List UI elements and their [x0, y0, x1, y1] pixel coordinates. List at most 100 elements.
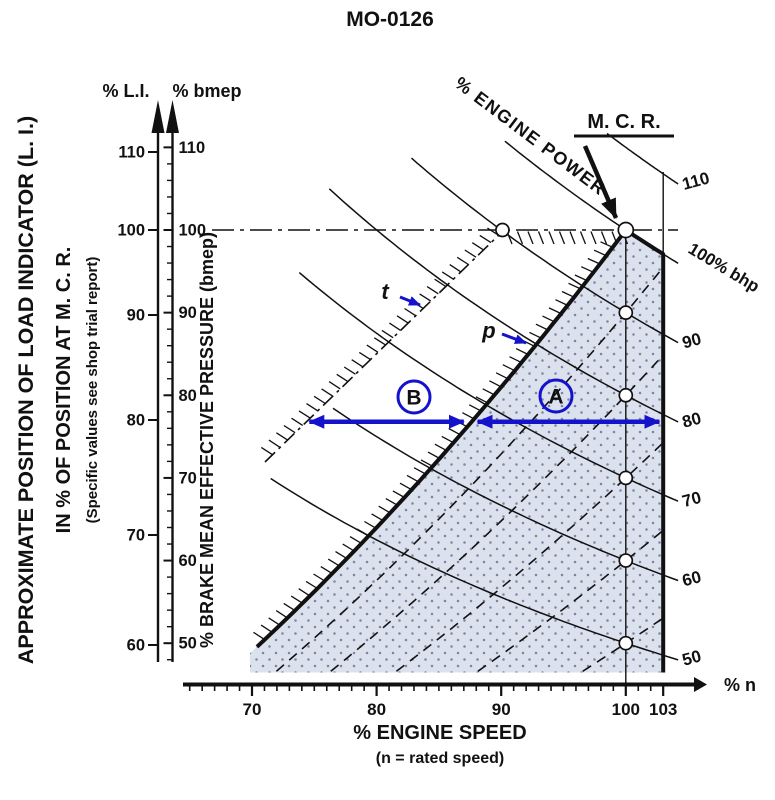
boundary-hatch — [448, 427, 461, 436]
boundary-hatch — [587, 257, 601, 265]
curve-intersection-point — [618, 553, 634, 568]
t-pointer-arrow — [399, 295, 421, 307]
power-curve-label-90: 90 — [680, 329, 703, 352]
torque-limit-hatch — [336, 373, 349, 383]
boundary-hatch — [298, 588, 311, 597]
li-tick-label: 70 — [127, 527, 145, 545]
torque-limit-hatch — [456, 256, 469, 266]
power-curve-label-50: 50 — [680, 646, 703, 669]
torque-limit-hatch — [260, 446, 273, 456]
mcr-point — [617, 221, 635, 239]
boundary-hatch — [335, 551, 348, 560]
boundary-hatch — [385, 498, 398, 506]
bmep-axis-title: % bmep — [172, 81, 241, 101]
boundary-hatch — [548, 307, 562, 315]
propeller-curve-80 — [330, 354, 664, 672]
power-curve-90 — [411, 157, 679, 344]
boundary-hatch — [392, 490, 405, 499]
bmep-tick-label: 90 — [179, 304, 197, 322]
t-annotation-label: t — [381, 279, 390, 304]
boundary-hatch — [600, 241, 613, 248]
torque-limit-hatch — [321, 388, 334, 397]
torque-limit-line — [264, 230, 504, 463]
boundary-hatch — [593, 249, 607, 257]
boundary-hatch — [515, 348, 529, 356]
bmep-tick-label: 80 — [179, 387, 197, 405]
boundary-hatch — [427, 451, 441, 460]
left-caption-line2: IN % OF POSITION AT M. C. R. — [53, 247, 75, 534]
boundary-hatch — [260, 624, 273, 633]
torque-limit-hatches — [260, 227, 499, 456]
bmep-tick-label: 100 — [179, 222, 207, 240]
curve-intersection-point — [618, 470, 634, 486]
boundary-hatch — [275, 610, 288, 619]
bmep-tick-label: 50 — [179, 635, 197, 653]
bmep-axis-arrowhead — [166, 100, 179, 133]
torque-limit-hatch — [328, 381, 341, 390]
propeller-curve-70 — [395, 442, 664, 672]
torque-limit-hatch — [471, 242, 484, 251]
left-caption-line1: APPROXIMATE POSITION OF LOAD INDICATOR (… — [14, 116, 38, 664]
boundary-hatch — [253, 631, 265, 641]
x-axis: % n 70 80 90 100 103 % ENGINE SPEED (n = rated … — [183, 675, 756, 767]
torque-limit-hatch — [426, 286, 439, 295]
boundary-hatch — [542, 315, 555, 323]
li-axis: % L.I. 110 100 90 80 70 60 — [102, 81, 165, 662]
torque-limit-hatch — [351, 359, 364, 368]
curve-intersection-point — [618, 305, 634, 320]
boundary-hatch — [356, 528, 370, 537]
boundary-hatch — [313, 573, 326, 582]
p-pointer-arrow — [501, 332, 527, 345]
boundary-hatch — [535, 323, 549, 331]
boundary-hatch — [342, 543, 355, 552]
boundary-hatch — [349, 536, 362, 544]
propeller-curves-group — [275, 266, 664, 672]
torque-limit-hatch — [373, 337, 386, 346]
mep-limit-hatch — [516, 231, 524, 245]
propeller-curve-90 — [275, 266, 664, 672]
torque-limit-hatch — [396, 315, 409, 324]
curve-intersection-point — [495, 222, 510, 238]
torque-limit-hatch — [306, 403, 319, 412]
power-curve-50 — [270, 477, 679, 661]
region-b-badge — [396, 379, 432, 415]
x-tick-label: 100 — [612, 700, 640, 719]
torque-limit-hatch — [343, 366, 356, 375]
power-curve-70 — [298, 272, 679, 502]
li-axis-title: % L.I. — [102, 81, 149, 101]
boundary-hatch — [290, 595, 303, 604]
propeller-curve-60 — [477, 529, 664, 672]
boundary-hatch — [399, 482, 412, 491]
marker-circles — [495, 221, 635, 651]
boundary-hatch — [406, 474, 420, 483]
boundary-hatches — [253, 241, 613, 641]
power-curve-110 — [606, 132, 679, 185]
mcr-pointer-arrow — [582, 145, 619, 219]
torque-limit-hatch — [449, 264, 462, 273]
torque-limit-hatch — [404, 307, 417, 317]
boundary-hatch — [462, 412, 475, 420]
boundary-hatch — [468, 404, 482, 412]
mep-limit-hatch — [579, 231, 587, 245]
bmep-tick-label: 70 — [179, 469, 197, 487]
load-diagram-boundary — [255, 228, 666, 673]
boundary-hatch — [441, 435, 454, 444]
x-tick-label: 90 — [492, 700, 511, 719]
torque-limit-hatch — [419, 293, 432, 302]
mep-limit-hatch — [558, 231, 566, 245]
torque-limit-hatch — [381, 329, 394, 339]
li-tick-label: 110 — [118, 144, 145, 162]
region-a-letter: A — [548, 386, 563, 409]
torque-limit-hatch — [434, 278, 447, 288]
torque-limit-hatch — [291, 417, 304, 426]
torque-limit-hatch — [268, 439, 281, 448]
torque-limit-hatch — [283, 424, 296, 434]
x-tick-label: 80 — [367, 700, 386, 719]
boundary-hatch — [371, 513, 384, 522]
boundary-hatch — [555, 299, 568, 306]
boundary-hatch — [574, 274, 588, 282]
x-tick-label: 70 — [243, 700, 262, 719]
torque-limit-hatch — [441, 271, 454, 280]
li-tick-label: 100 — [117, 222, 145, 240]
power-curve-label-80: 80 — [680, 409, 703, 432]
